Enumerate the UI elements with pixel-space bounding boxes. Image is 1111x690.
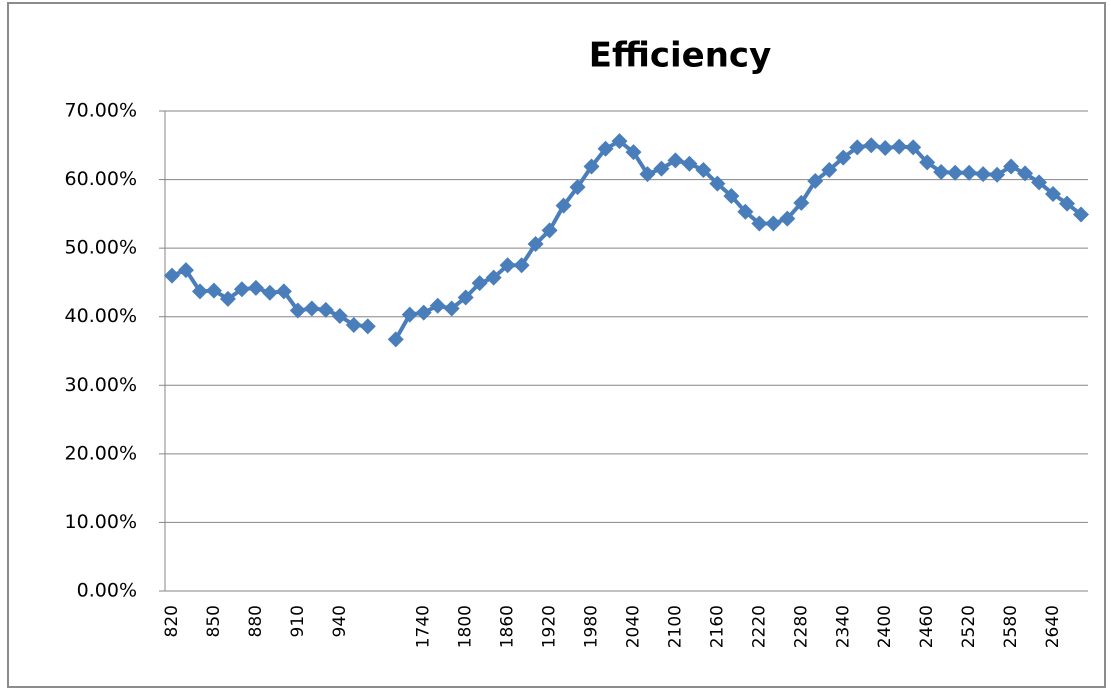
marker (359, 318, 376, 335)
marker (345, 316, 362, 333)
marker (191, 283, 208, 300)
marker (317, 301, 334, 318)
y-tick-label: 40.00% (65, 305, 137, 327)
marker (289, 302, 306, 319)
marker (555, 197, 572, 214)
marker (835, 149, 852, 166)
y-tick-label: 10.00% (65, 511, 137, 533)
y-tick-label: 20.00% (65, 442, 137, 464)
marker (499, 257, 516, 274)
marker (401, 306, 418, 323)
marker (443, 300, 460, 317)
marker (877, 140, 894, 157)
marker (709, 175, 726, 192)
marker (331, 308, 348, 325)
marker (247, 279, 264, 296)
x-tick-label: 2160 (707, 605, 727, 648)
x-tick-label: 2400 (875, 605, 895, 648)
marker (821, 161, 838, 178)
marker (919, 154, 936, 171)
marker (303, 300, 320, 317)
x-tick-label: 2340 (833, 605, 853, 648)
marker (989, 166, 1006, 183)
x-tick-label: 2460 (917, 605, 937, 648)
x-tick-label: 1740 (414, 605, 434, 648)
marker (541, 222, 558, 239)
marker (779, 210, 796, 227)
marker (527, 236, 544, 253)
marker (457, 289, 474, 306)
x-tick-label: 2280 (791, 605, 811, 648)
marker (905, 139, 922, 156)
marker (205, 282, 222, 299)
x-tick-label: 1920 (540, 605, 560, 648)
marker (793, 194, 810, 211)
marker (695, 161, 712, 178)
marker (681, 155, 698, 172)
x-tick-label: 2640 (1043, 605, 1063, 648)
x-tick-label: 2220 (749, 605, 769, 648)
x-tick-label: 820 (162, 605, 182, 637)
marker (177, 262, 194, 279)
x-tick-label: 2580 (1001, 605, 1021, 648)
marker (667, 152, 684, 169)
marker (219, 290, 236, 307)
x-tick-label: 2100 (665, 605, 685, 648)
marker (583, 158, 600, 175)
x-tick-label: 880 (246, 605, 266, 637)
marker (849, 139, 866, 156)
marker (933, 164, 950, 181)
marker (891, 138, 908, 155)
marker (737, 203, 754, 220)
marker (863, 137, 880, 154)
marker (751, 215, 768, 232)
marker (723, 188, 740, 205)
marker (275, 283, 292, 300)
y-tick-label: 50.00% (65, 237, 137, 259)
x-tick-label: 940 (330, 605, 350, 637)
marker (261, 284, 278, 301)
marker (1003, 158, 1020, 175)
marker (625, 144, 642, 161)
marker (471, 275, 488, 292)
marker (163, 267, 180, 284)
marker (387, 331, 404, 348)
marker (597, 140, 614, 157)
x-tick-label: 1980 (582, 605, 602, 648)
marker (639, 166, 656, 183)
x-tick-label: 850 (204, 605, 224, 637)
marker (1017, 165, 1034, 182)
x-tick-label: 1860 (498, 605, 518, 648)
marker (611, 133, 628, 150)
y-tick-label: 60.00% (65, 168, 137, 190)
marker (1045, 185, 1062, 202)
x-tick-label: 2040 (623, 605, 643, 648)
y-tick-label: 70.00% (65, 100, 137, 122)
x-tick-label: 1800 (456, 605, 476, 648)
marker (513, 257, 530, 274)
marker (485, 269, 502, 286)
marker (233, 281, 250, 298)
marker (947, 164, 964, 181)
marker (975, 166, 992, 183)
y-tick-label: 30.00% (65, 374, 137, 396)
marker (807, 172, 824, 189)
x-tick-label: 910 (288, 605, 308, 637)
marker (653, 160, 670, 177)
marker (415, 304, 432, 321)
marker (1073, 206, 1090, 223)
y-tick-label: 0.00% (77, 580, 137, 602)
chart-title: Efficiency (589, 36, 772, 76)
marker (569, 179, 586, 196)
x-tick-label: 2520 (959, 605, 979, 648)
marker (1059, 195, 1076, 212)
marker (961, 164, 978, 181)
chart-frame (7, 2, 1106, 688)
marker (429, 297, 446, 314)
marker (1031, 174, 1048, 191)
marker (765, 215, 782, 232)
